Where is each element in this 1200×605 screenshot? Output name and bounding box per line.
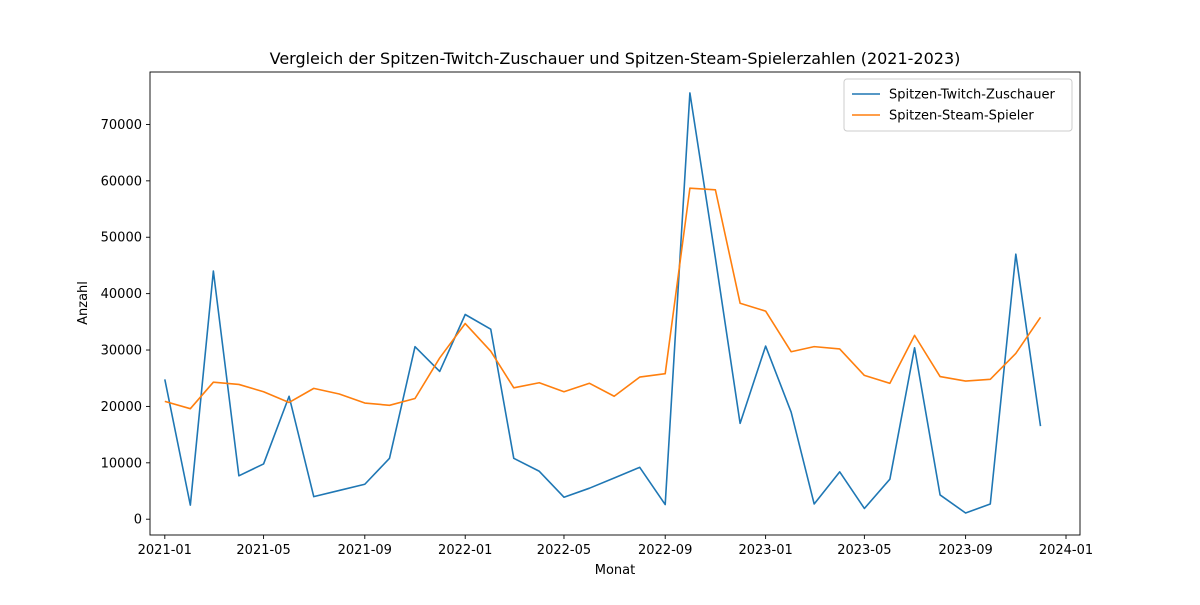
axes-frame — [149, 71, 1081, 536]
legend-box — [843, 78, 1073, 132]
x-tick-label: 2021-01 — [138, 543, 192, 558]
x-axis-label: Monat — [595, 563, 635, 578]
y-tick-label: 60000 — [101, 174, 142, 189]
chart-title: Vergleich der Spitzen-Twitch-Zuschauer u… — [270, 49, 961, 68]
y-tick-label: 50000 — [101, 231, 142, 246]
y-tick-label: 20000 — [101, 400, 142, 415]
plot-area: 2021-01 2021-05 2021-09 2022-01 2022-05 2022-… — [101, 71, 1093, 558]
y-tick-label: 40000 — [101, 287, 142, 302]
legend-label: Spitzen-Twitch-Zuschauer — [889, 88, 1055, 103]
x-tick-label: 2023-01 — [738, 543, 792, 558]
x-tick-label: 2022-09 — [638, 543, 692, 558]
series-line-2 — [164, 187, 1042, 410]
series-line-1 — [164, 92, 1042, 514]
legend-label: Spitzen-Steam-Spieler — [889, 109, 1034, 124]
x-tick-label: 2023-05 — [837, 543, 891, 558]
y-axis-label: Anzahl — [76, 281, 91, 325]
x-tick-label: 2024-01 — [1039, 543, 1093, 558]
y-tick-label: 10000 — [101, 456, 142, 471]
x-tick-label: 2022-01 — [438, 543, 492, 558]
x-tick-label: 2021-09 — [338, 543, 392, 558]
x-tick-label: 2021-05 — [236, 543, 290, 558]
x-tick-label: 2023-09 — [938, 543, 992, 558]
y-tick-label: 30000 — [101, 344, 142, 359]
y-tick-label: 70000 — [101, 118, 142, 133]
y-tick-label: 0 — [134, 513, 142, 528]
x-tick-label: 2022-05 — [537, 543, 591, 558]
